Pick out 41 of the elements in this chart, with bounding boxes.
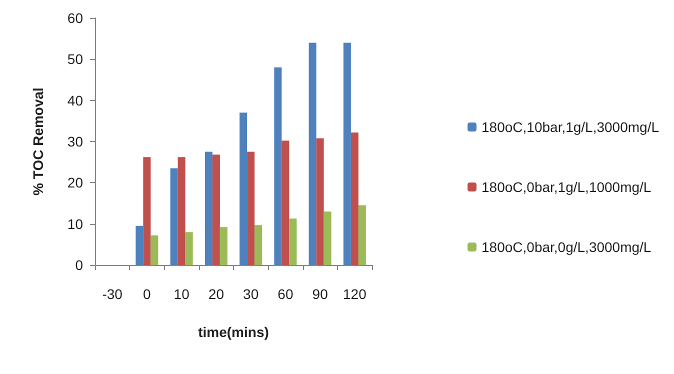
bar [274, 67, 282, 265]
legend-label: 180oC,10bar,1g/L,3000mg/L [482, 119, 660, 135]
x-tick-label: -30 [102, 286, 123, 302]
y-tick-label: 40 [67, 92, 84, 108]
bar [212, 154, 220, 265]
x-tick-label: 30 [243, 286, 259, 302]
bar [343, 42, 351, 265]
bar [316, 138, 324, 265]
x-tick-label: 10 [174, 286, 190, 302]
x-tick-label: 60 [278, 286, 294, 302]
y-tick-label: 0 [75, 257, 84, 273]
bar [358, 205, 366, 265]
y-tick-label: 50 [67, 51, 84, 68]
bar [254, 225, 262, 265]
bar [136, 226, 144, 265]
y-axis-title: % TOC Removal [30, 88, 46, 196]
x-axis-title: time(mins) [198, 324, 269, 340]
bar [150, 235, 158, 265]
y-tick-label: 60 [67, 10, 84, 26]
legend-label: 180oC,0bar,1g/L,1000mg/L [482, 179, 652, 195]
bar [178, 157, 186, 265]
bar [350, 132, 358, 265]
x-tick-label: 90 [312, 286, 328, 302]
bar [220, 227, 228, 265]
x-tick-label: 20 [208, 286, 224, 302]
bar [324, 211, 332, 265]
legend-label: 180oC,0bar,0g/L,3000mg/L [482, 239, 652, 255]
y-tick-label: 10 [67, 216, 84, 232]
bar [185, 232, 193, 265]
bar [170, 168, 178, 265]
bar [282, 140, 290, 265]
y-tick-label: 30 [67, 134, 84, 150]
bar [240, 112, 248, 265]
x-tick-label: 0 [143, 286, 152, 302]
bar [143, 157, 151, 265]
bar [247, 152, 255, 265]
y-tick-label: 20 [67, 174, 84, 191]
x-tick-label: 120 [343, 286, 367, 302]
bar [289, 218, 297, 265]
bar [204, 152, 212, 265]
bar [308, 42, 316, 265]
